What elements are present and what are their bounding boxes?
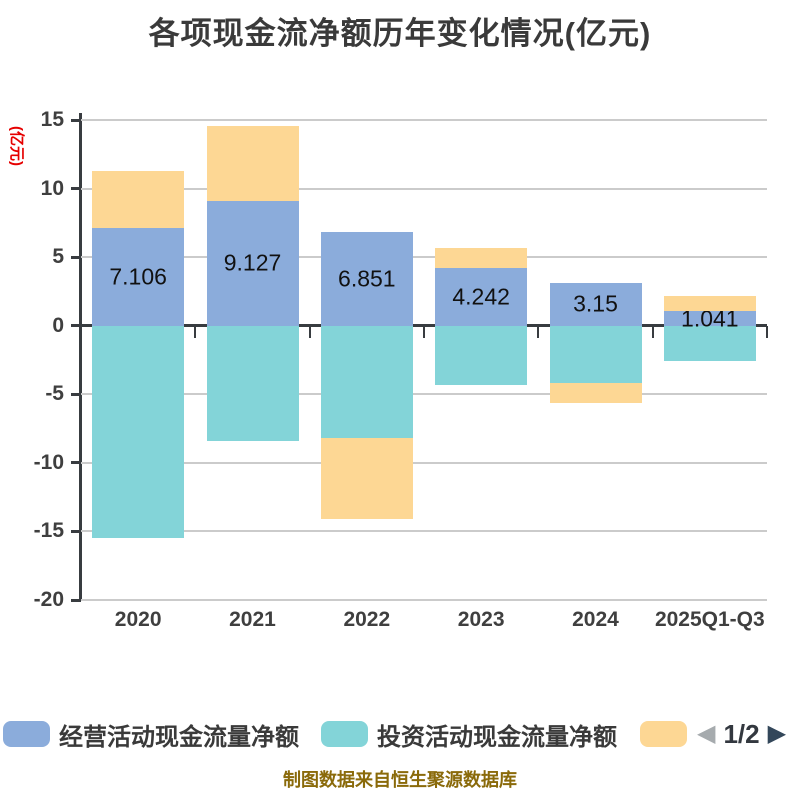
bar-value-label: 4.242	[452, 283, 510, 310]
y-axis-tick	[71, 529, 81, 533]
bar-segment-investing[interactable]	[206, 325, 299, 441]
legend-pagination: ◀ 1/2 ▶	[697, 719, 786, 749]
legend-item-financing[interactable]	[640, 720, 696, 748]
bar-segment-operating[interactable]	[92, 228, 185, 326]
gridline	[81, 599, 767, 601]
y-axis-tick	[71, 118, 81, 122]
y-axis-line	[79, 113, 82, 600]
gridline	[81, 393, 767, 396]
bar-segment-operating[interactable]	[206, 200, 299, 326]
legend-swatch-financing	[640, 721, 687, 747]
legend-label-operating: 经营活动现金流量净额	[59, 723, 299, 751]
y-axis-tick-label: 0	[52, 313, 64, 337]
y-axis-tick	[71, 324, 81, 328]
y-axis-tick-label: -20	[33, 588, 64, 611]
x-axis-tick	[308, 325, 311, 338]
legend-page-indicator: 1/2	[723, 718, 760, 749]
bar-segment-operating[interactable]	[320, 231, 413, 326]
y-axis-tick-label: 15	[40, 108, 64, 131]
y-axis-tick	[71, 187, 81, 191]
gridline	[81, 530, 767, 533]
bar-segment-investing[interactable]	[92, 325, 185, 539]
bar-value-label: 3.15	[573, 290, 618, 317]
y-axis-tick-label: -5	[45, 382, 64, 406]
y-axis-tick	[71, 392, 81, 396]
x-axis-category-label: 2022	[343, 608, 391, 631]
x-axis-category-label: 2025Q1-Q3	[654, 608, 765, 631]
y-axis-tick-label: -10	[33, 450, 64, 474]
legend-label-investing: 投资活动现金流量净额	[377, 723, 617, 751]
legend-item-investing[interactable]: 投资活动现金流量净额	[321, 720, 617, 751]
bar-value-label: 6.851	[338, 265, 396, 292]
bar-segment-financing[interactable]	[435, 248, 528, 268]
bar-segment-operating[interactable]	[435, 267, 528, 326]
y-axis-tick	[71, 461, 81, 465]
source-note: 制图数据来自恒生聚源数据库	[283, 770, 517, 790]
chart-title: 各项现金流净额历年变化情况(亿元)	[148, 16, 652, 51]
x-axis-tick	[423, 325, 425, 338]
y-axis-tick-label: 10	[40, 176, 64, 200]
bar-segment-investing[interactable]	[549, 325, 642, 384]
y-axis-tick	[71, 255, 81, 259]
x-axis-category-label: 2020	[114, 608, 162, 631]
bar-value-label: 7.106	[109, 263, 167, 290]
x-axis-category-label: 2021	[229, 608, 276, 631]
bar-segment-investing[interactable]	[435, 325, 528, 385]
gridline	[81, 119, 767, 121]
bar-segment-operating[interactable]	[549, 282, 642, 326]
bar-segment-financing[interactable]	[320, 438, 413, 520]
bar-value-label: 9.127	[223, 249, 282, 276]
x-axis-tick	[537, 325, 540, 338]
y-axis-tick-label: 5	[52, 245, 64, 269]
x-axis-tick	[80, 325, 82, 338]
bar-segment-investing[interactable]	[663, 325, 756, 362]
legend-next-page-icon[interactable]: ▶	[767, 720, 787, 747]
legend-swatch-operating	[3, 721, 50, 747]
bar-segment-financing[interactable]	[663, 296, 756, 312]
x-axis-tick	[766, 325, 768, 338]
legend-item-operating[interactable]: 经营活动现金流量净额	[3, 720, 299, 751]
legend-prev-page-icon[interactable]: ◀	[697, 720, 716, 747]
x-axis-tick	[194, 325, 197, 338]
bar-segment-investing[interactable]	[320, 325, 413, 439]
bar-segment-financing[interactable]	[92, 170, 185, 229]
x-axis-category-label: 2024	[572, 608, 619, 631]
gridline	[81, 256, 767, 259]
gridline	[81, 461, 767, 464]
bar-segment-financing[interactable]	[549, 383, 642, 403]
bar-segment-operating[interactable]	[663, 311, 756, 326]
gridline	[81, 187, 767, 190]
y-axis-tick	[71, 598, 81, 602]
x-axis-category-label: 2023	[457, 608, 505, 631]
y-axis-tick-label: -15	[33, 519, 64, 543]
bar-segment-financing[interactable]	[206, 126, 299, 201]
x-axis-tick	[651, 325, 654, 338]
legend-swatch-investing	[321, 721, 368, 747]
